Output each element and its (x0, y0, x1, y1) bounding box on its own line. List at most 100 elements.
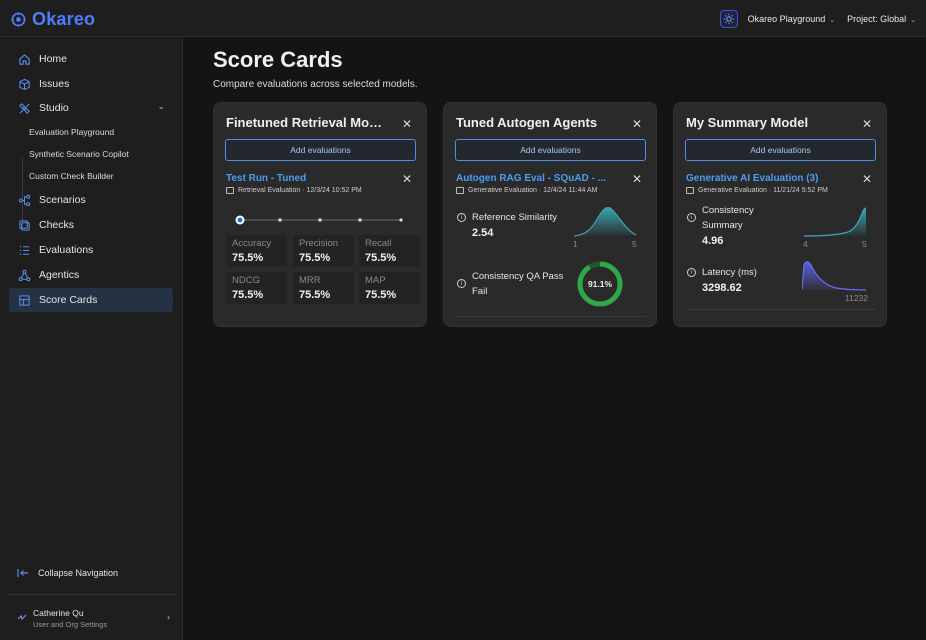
evaluation-link[interactable]: Autogen RAG Eval - SQuAD - ... (456, 173, 607, 184)
metric-tile-precision: Precision 75.5% (293, 235, 354, 267)
metric-label: Consistency QA Pass Fail (472, 271, 564, 297)
remove-evaluation-icon[interactable]: ✕ (862, 172, 873, 186)
sidebar-subitem-synthetic-scenario-copilot[interactable]: Synthetic Scenario Copilot (29, 149, 129, 159)
sidebar-item-label: Score Cards (39, 294, 98, 306)
playground-label: Okareo Playground (747, 14, 826, 24)
metric-value: 2.54 (472, 227, 494, 239)
sidebar-item-home[interactable]: Home (9, 47, 173, 71)
sidebar-subitem-custom-check-builder[interactable]: Custom Check Builder (29, 171, 114, 181)
info-icon[interactable]: i (457, 279, 466, 288)
evaluation-meta-text: Generative Evaluation · 12/4/24 11:44 AM (468, 187, 598, 194)
metric-label: MAP (365, 275, 386, 286)
donut-label: 91.1% (588, 279, 613, 289)
sidebar-item-label: Home (39, 53, 68, 65)
metric-label: MRR (299, 275, 321, 286)
list-icon (17, 243, 31, 257)
playground-sun-icon[interactable] (719, 10, 738, 28)
axis-max: 5 (632, 239, 637, 249)
scenarios-icon (17, 193, 31, 207)
evaluation-meta-text: Generative Evaluation · 11/21/24 5:52 PM (698, 187, 828, 194)
user-avatar-icon (17, 614, 27, 621)
retrieval-icon (226, 187, 234, 194)
sidebar-item-evaluations[interactable]: Evaluations (9, 238, 173, 262)
evaluation-meta: Generative Evaluation · 12/4/24 11:44 AM (456, 187, 597, 194)
collapse-label: Collapse Navigation (38, 568, 119, 578)
divider (456, 316, 646, 317)
close-card-icon[interactable]: ✕ (632, 117, 643, 131)
sidebar: Home Issues Studio ⌄ Evaluation Playgrou… (0, 37, 183, 640)
score-card: Tuned Autogen Agents ✕ Add evaluations A… (443, 102, 657, 327)
metric-label: NDCG (232, 275, 260, 286)
sidebar-item-issues[interactable]: Issues (9, 72, 173, 96)
metric-label: Accuracy (232, 238, 272, 249)
collapse-arrow-icon (17, 569, 28, 577)
info-icon[interactable]: i (687, 213, 696, 222)
checks-icon (17, 218, 31, 232)
metric-label: Recall (365, 238, 392, 249)
metric-value: 75.5% (232, 252, 264, 264)
chevron-down-icon: ⌄ (910, 17, 916, 24)
chevron-down-icon: ⌄ (829, 17, 836, 24)
generative-icon (686, 187, 694, 194)
sidebar-item-scenarios[interactable]: Scenarios (9, 188, 173, 212)
metric-value: 75.5% (299, 252, 331, 264)
cube-icon (17, 77, 31, 91)
evaluation-link[interactable]: Generative AI Evaluation (3) (686, 173, 819, 184)
sidebar-subitem-evaluation-playground[interactable]: Evaluation Playground (29, 127, 115, 137)
app-logo[interactable]: Okareo (11, 9, 95, 30)
user-name: Catherine Qu (33, 608, 84, 618)
evaluation-meta: Retrieval Evaluation · 12/3/24 10:52 PM (226, 187, 362, 194)
info-icon[interactable]: i (687, 268, 696, 277)
project-selector[interactable]: Project: Global ⌄ (847, 14, 916, 24)
top-bar: Okareo Okareo Playground ⌄ Project: Globa… (0, 0, 926, 37)
chevron-right-icon: › (167, 612, 170, 622)
score-card: Finetuned Retrieval Model ✕ Add evaluati… (213, 102, 427, 327)
metric-label: Reference Similarity (472, 212, 557, 223)
sidebar-item-score-cards[interactable]: Score Cards (9, 288, 173, 312)
metric-value: 75.5% (232, 289, 264, 301)
remove-evaluation-icon[interactable]: ✕ (402, 172, 413, 186)
sidebar-item-agentics[interactable]: Agentics (9, 263, 173, 287)
latency-distribution (802, 261, 867, 291)
sidebar-item-label: Checks (39, 219, 75, 231)
divider (9, 594, 175, 595)
metric-label: Precision (299, 238, 339, 249)
metric-value: 3298.62 (702, 282, 742, 294)
metric-tile-map: MAP 75.5% (359, 272, 420, 304)
sidebar-item-studio[interactable]: Studio ⌄ (9, 96, 173, 120)
close-card-icon[interactable]: ✕ (862, 117, 873, 131)
app-name: Okareo (32, 9, 96, 29)
threshold-slider[interactable] (234, 214, 409, 226)
sidebar-item-label: Scenarios (39, 194, 86, 206)
add-evaluations-button[interactable]: Add evaluations (225, 139, 416, 161)
card-title: Tuned Autogen Agents (456, 115, 598, 130)
add-evaluations-button[interactable]: Add evaluations (685, 139, 876, 161)
playground-selector[interactable]: Okareo Playground ⌄ (748, 14, 835, 24)
sidebar-item-label: Evaluations (39, 244, 94, 256)
studio-icon (17, 101, 31, 115)
close-card-icon[interactable]: ✕ (402, 117, 413, 131)
metric-label: Latency (ms) (702, 267, 757, 278)
metric-value: 75.5% (365, 289, 397, 301)
generative-icon (456, 187, 464, 194)
page-subtitle: Compare evaluations across selected mode… (213, 79, 418, 90)
sidebar-item-label: Studio (39, 102, 69, 114)
info-icon[interactable]: i (457, 213, 466, 222)
okareo-logo-icon (11, 12, 26, 27)
sidebar-item-label: Agentics (39, 269, 80, 281)
metric-tile-mrr: MRR 75.5% (293, 272, 354, 304)
sidebar-item-checks[interactable]: Checks (9, 213, 173, 237)
score-card: My Summary Model ✕ Add evaluations Gener… (673, 102, 887, 327)
page-title: Score Cards (213, 47, 343, 72)
chevron-down-icon[interactable]: ⌄ (157, 101, 165, 111)
add-evaluations-button[interactable]: Add evaluations (455, 139, 646, 161)
metric-value: 75.5% (365, 252, 397, 264)
evaluation-meta-text: Retrieval Evaluation · 12/3/24 10:52 PM (238, 187, 362, 194)
evaluation-meta: Generative Evaluation · 11/21/24 5:52 PM (686, 187, 828, 194)
axis-max: 11232 (845, 293, 869, 303)
evaluation-link[interactable]: Test Run - Tuned (226, 173, 307, 184)
reference-similarity-distribution (574, 207, 637, 237)
remove-evaluation-icon[interactable]: ✕ (632, 172, 643, 186)
collapse-navigation-button[interactable]: Collapse Navigation (17, 568, 118, 578)
home-icon (17, 52, 31, 66)
